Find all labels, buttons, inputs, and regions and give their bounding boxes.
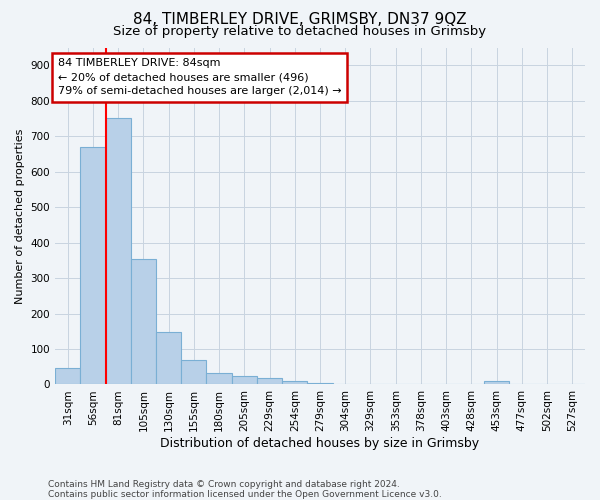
Bar: [55, 368, 80, 384]
Bar: [257, 378, 282, 384]
Y-axis label: Number of detached properties: Number of detached properties: [15, 128, 25, 304]
Bar: [156, 332, 181, 384]
Bar: [131, 258, 156, 384]
Bar: [106, 118, 131, 384]
Text: Contains HM Land Registry data © Crown copyright and database right 2024.: Contains HM Land Registry data © Crown c…: [48, 480, 400, 489]
Bar: [484, 381, 509, 384]
Bar: [307, 382, 332, 384]
Bar: [232, 376, 257, 384]
Text: Contains public sector information licensed under the Open Government Licence v3: Contains public sector information licen…: [48, 490, 442, 499]
Bar: [80, 147, 106, 384]
Text: 84 TIMBERLEY DRIVE: 84sqm
← 20% of detached houses are smaller (496)
79% of semi: 84 TIMBERLEY DRIVE: 84sqm ← 20% of detac…: [58, 58, 341, 96]
Bar: [181, 360, 206, 384]
Bar: [282, 381, 307, 384]
Bar: [206, 373, 232, 384]
Text: 84, TIMBERLEY DRIVE, GRIMSBY, DN37 9QZ: 84, TIMBERLEY DRIVE, GRIMSBY, DN37 9QZ: [133, 12, 467, 28]
X-axis label: Distribution of detached houses by size in Grimsby: Distribution of detached houses by size …: [160, 437, 479, 450]
Text: Size of property relative to detached houses in Grimsby: Size of property relative to detached ho…: [113, 25, 487, 38]
